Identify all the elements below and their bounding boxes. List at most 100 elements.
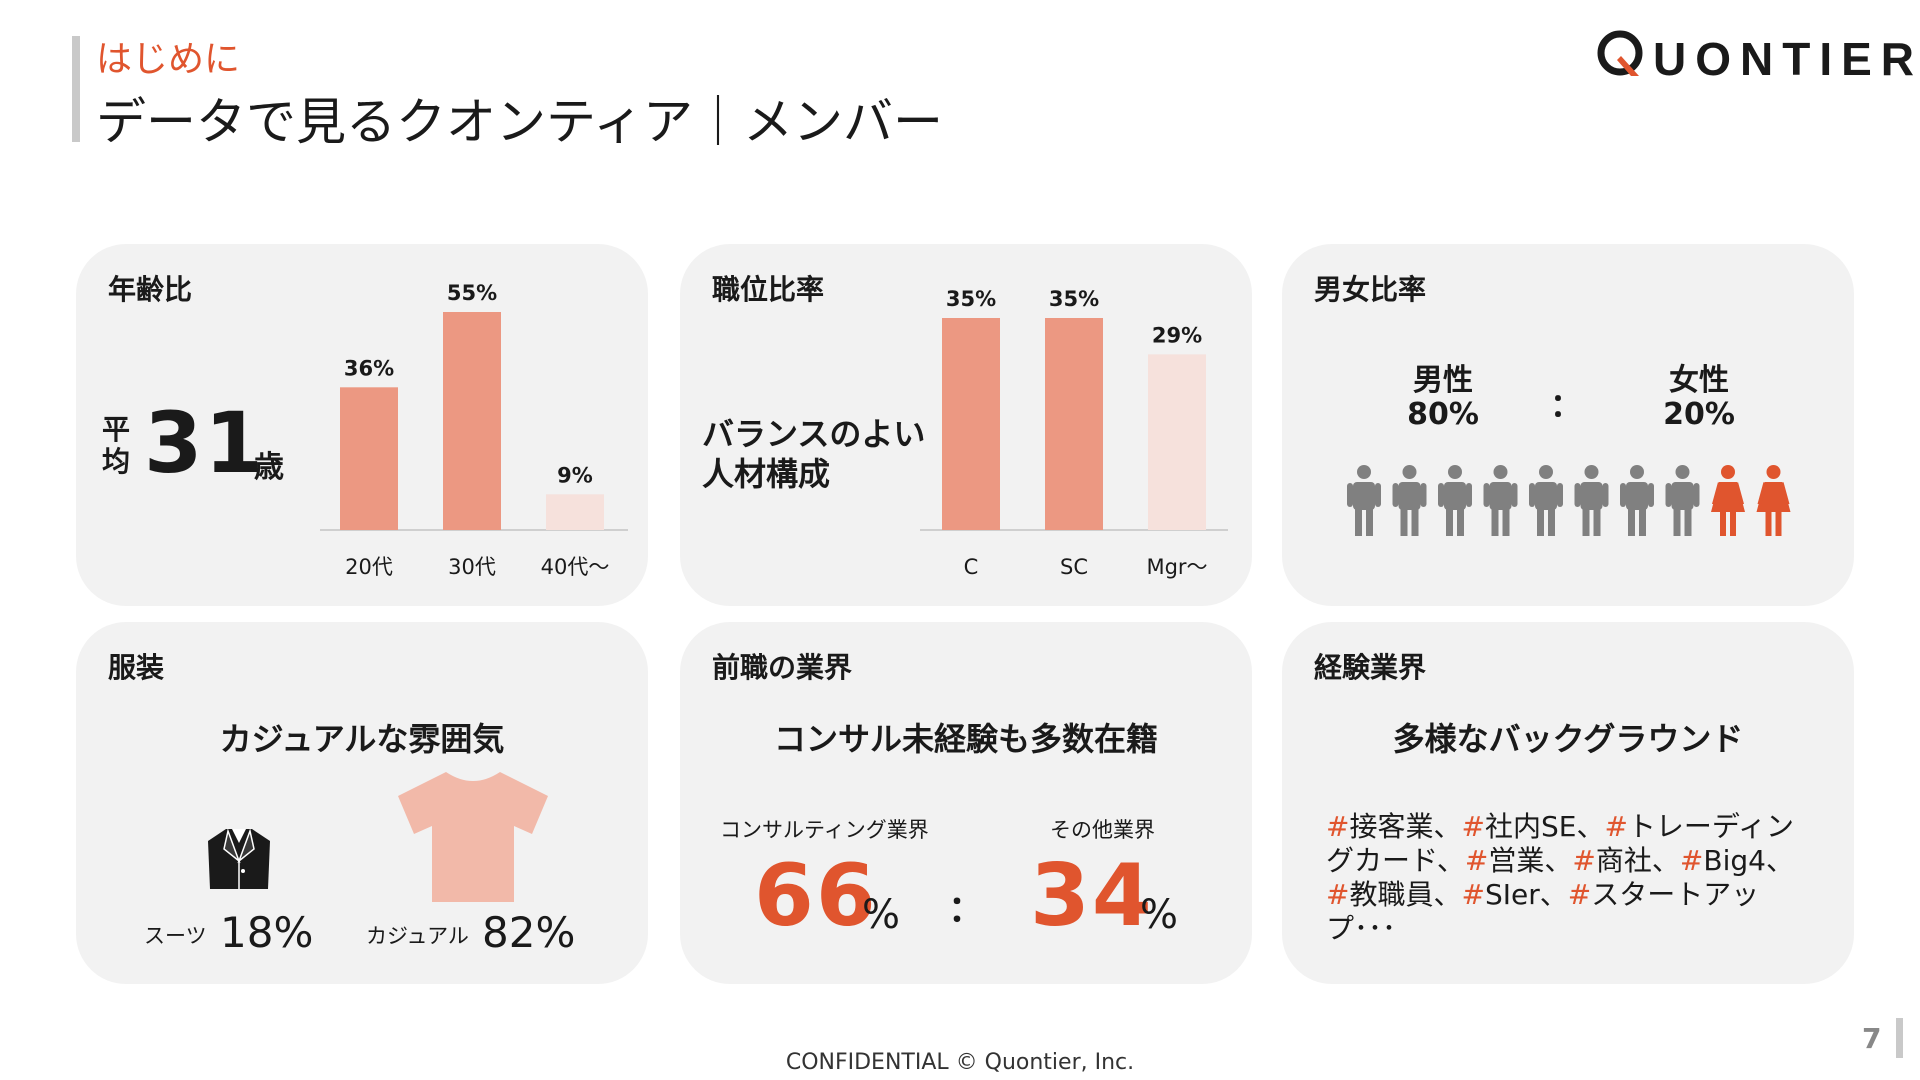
male-person-icon xyxy=(1665,465,1700,536)
experience-tag: #社内SE xyxy=(1462,810,1577,843)
position-bar-1 xyxy=(942,318,1000,530)
age-bar-2 xyxy=(443,312,501,530)
average-age-value: 31 xyxy=(144,394,265,492)
logo-q-icon xyxy=(1597,30,1643,76)
experience-tag-text: 商社 xyxy=(1595,844,1652,877)
company-logo: UONTIER xyxy=(1595,24,1914,86)
age-category-label-2: 30代 xyxy=(448,555,496,579)
experience-tag-text: トレーディングカード xyxy=(1326,810,1794,877)
experience-tag-text: スタートアップ xyxy=(1326,878,1760,945)
suit-label: スーツ xyxy=(144,924,207,948)
age-data-label-3: 9% xyxy=(557,463,593,487)
female-label: 女性 xyxy=(1669,363,1729,398)
experience-tag: #SIer xyxy=(1462,878,1540,911)
experience-tag-text: 接客業 xyxy=(1349,810,1434,843)
logo-wordmark: UONTIER xyxy=(1653,33,1920,85)
hash-mark: # xyxy=(1572,844,1596,877)
page-number: 7 xyxy=(1862,1022,1882,1055)
female-person-icon xyxy=(1711,465,1745,536)
confidential-footer: CONFIDENTIAL © Quontier, Inc. xyxy=(785,1050,1135,1075)
experience-tag-ellipsis: ･･･ xyxy=(1354,912,1397,945)
average-label: 平均 xyxy=(102,413,131,478)
age-bar-chart: 36% 20代 55% 30代 9% 40代〜 xyxy=(320,281,628,579)
position-category-label-2: SC xyxy=(1060,555,1088,579)
page-number-bar xyxy=(1896,1018,1903,1058)
male-person-icon xyxy=(1483,465,1518,536)
female-ratio: 女性 20% xyxy=(1619,364,1779,432)
hash-mark: # xyxy=(1461,810,1485,843)
hash-mark: # xyxy=(1604,810,1628,843)
position-note: バランスのよい 人材構成 xyxy=(702,414,925,494)
dress-card: 服装 カジュアルな雰囲気 スーツ 18% カジュアル 82% xyxy=(76,622,648,984)
other-industry-label: その他業界 xyxy=(1050,818,1155,842)
consulting-unit: % xyxy=(862,892,901,938)
age-card: 年齢比 平均 31 歳 36% 20代 55% 30代 9% 40代〜 xyxy=(76,244,648,606)
experience-tag-list: #接客業、#社内SE、#トレーディングカード、#営業、#商社、#Big4、#教職… xyxy=(1326,810,1794,945)
experience-tag: #営業 xyxy=(1465,844,1544,877)
other-industry-value: 34 xyxy=(1030,846,1154,946)
age-category-label-1: 20代 xyxy=(345,555,393,579)
male-label: 男性 xyxy=(1413,363,1473,398)
section-kicker: はじめに xyxy=(96,39,241,80)
position-card: 職位比率 バランスのよい 人材構成 35% C 35% SC 29% Mgr〜 xyxy=(680,244,1252,606)
experience-tag: #教職員 xyxy=(1326,878,1433,911)
position-note-line2: 人材構成 xyxy=(702,455,831,493)
previous-industry-card: 前職の業界 コンサル未経験も多数在籍 コンサルティング業界 66 % ： その他… xyxy=(680,622,1252,984)
position-category-label-1: C xyxy=(964,555,979,579)
previous-industry-headline: コンサル未経験も多数在籍 xyxy=(773,720,1158,758)
casual-label: カジュアル xyxy=(366,924,469,948)
consulting-label: コンサルティング業界 xyxy=(720,818,929,842)
hash-mark: # xyxy=(1326,878,1350,911)
position-card-title: 職位比率 xyxy=(712,273,825,306)
male-person-icon xyxy=(1347,465,1381,536)
male-person-icon xyxy=(1438,465,1472,536)
age-bar-1 xyxy=(340,387,398,530)
t-shirt-icon xyxy=(398,772,548,902)
experience-tag-text: 営業 xyxy=(1488,844,1545,877)
experience-card: 経験業界 多様なバックグラウンド #接客業、#社内SE、#トレーディングカード、… xyxy=(1282,622,1854,984)
female-person-icon xyxy=(1756,465,1791,536)
male-ratio: 男性 80% xyxy=(1363,364,1523,432)
other-industry-unit: % xyxy=(1140,892,1179,938)
consulting-value: 66 xyxy=(754,846,878,946)
dress-headline: カジュアルな雰囲気 xyxy=(219,720,505,758)
age-data-label-2: 55% xyxy=(447,281,497,305)
position-category-label-3: Mgr〜 xyxy=(1146,555,1207,579)
experience-tag-text: 社内SE xyxy=(1484,810,1577,843)
position-data-label-1: 35% xyxy=(946,287,996,311)
male-person-icon xyxy=(1529,465,1563,536)
hash-mark: # xyxy=(1679,844,1704,877)
position-bar-3 xyxy=(1148,354,1206,530)
age-bar-3 xyxy=(546,494,604,530)
average-age-unit: 歳 xyxy=(254,450,284,485)
experience-tag: #商社 xyxy=(1572,844,1651,877)
experience-tag-text: SIer xyxy=(1484,878,1540,911)
experience-card-title: 経験業界 xyxy=(1314,651,1427,684)
experience-tag: #スタートアップ xyxy=(1326,878,1759,945)
previous-industry-title: 前職の業界 xyxy=(712,651,853,684)
people-icon-row xyxy=(1347,465,1791,536)
age-data-label-1: 36% xyxy=(344,356,394,380)
hash-mark: # xyxy=(1461,878,1485,911)
suit-value: 18% xyxy=(220,908,314,957)
title-accent-bar xyxy=(72,36,80,142)
page-title: データで見るクオンティア｜メンバー xyxy=(96,93,943,151)
gender-card-title: 男女比率 xyxy=(1314,273,1427,306)
age-card-title: 年齢比 xyxy=(108,273,193,306)
industry-separator: ： xyxy=(948,889,985,930)
position-data-label-2: 35% xyxy=(1049,287,1099,311)
position-bar-2 xyxy=(1045,318,1103,530)
experience-tag: #接客業 xyxy=(1326,810,1433,843)
dress-card-title: 服装 xyxy=(108,651,165,684)
male-person-icon xyxy=(1620,465,1654,536)
hash-mark: # xyxy=(1567,878,1592,911)
position-note-line1: バランスのよい xyxy=(702,415,926,453)
female-value: 20% xyxy=(1663,397,1735,432)
male-person-icon xyxy=(1574,465,1609,536)
gender-card: 男女比率 男性 80% ： 女性 20% xyxy=(1282,244,1854,606)
hash-mark: # xyxy=(1464,844,1489,877)
male-value: 80% xyxy=(1407,397,1479,432)
gender-separator: ： xyxy=(1550,386,1583,424)
experience-tag-text: Big4 xyxy=(1703,844,1766,877)
experience-headline: 多様なバックグラウンド xyxy=(1392,720,1744,758)
